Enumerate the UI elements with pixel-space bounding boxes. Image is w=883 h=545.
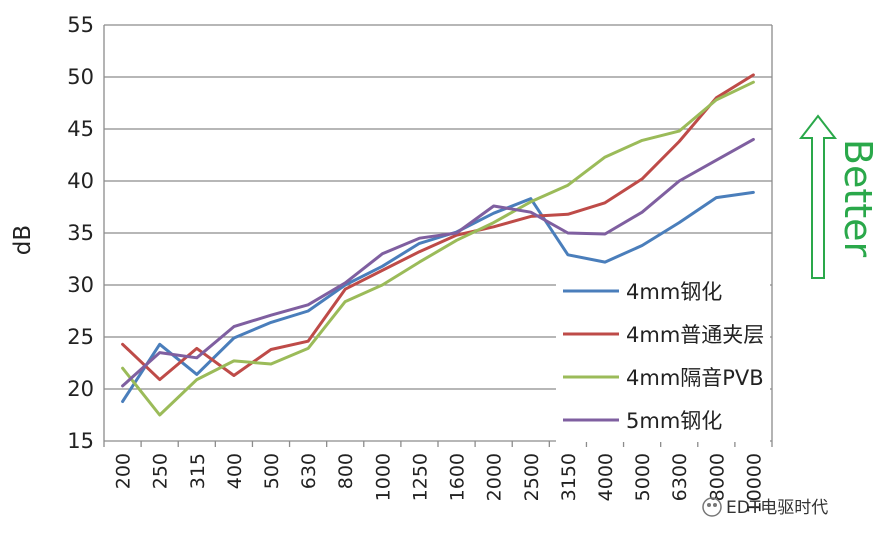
- y-tick-label: 55: [67, 13, 94, 37]
- watermark: EDT电驱时代: [702, 497, 828, 518]
- y-tick-label: 45: [67, 117, 94, 141]
- x-tick-label: 4000: [595, 453, 617, 501]
- legend-entry-label: 4mm钢化: [626, 280, 722, 304]
- x-tick-label: 1000: [372, 453, 394, 501]
- x-tick-label: 200: [113, 453, 135, 489]
- series-line-1: [121, 190, 755, 403]
- series-line-4: [121, 137, 755, 388]
- series-line-3: [121, 80, 755, 417]
- x-tick-label: 1250: [409, 453, 431, 501]
- watermark-text: EDT电驱时代: [726, 498, 828, 518]
- legend-entry-label: 4mm隔音PVB: [626, 366, 764, 390]
- x-tick-label: 315: [187, 453, 209, 489]
- y-tick-label: 30: [67, 273, 94, 297]
- up-arrow-icon: [798, 114, 838, 279]
- y-tick-label: 25: [67, 325, 94, 349]
- x-tick-label: 800: [335, 453, 357, 489]
- x-tick-label: 1600: [447, 453, 469, 501]
- x-tick-label: 8000: [706, 453, 728, 501]
- y-tick-label: 15: [67, 429, 94, 453]
- grid-lines: [104, 24, 772, 442]
- x-tick-label: 2500: [521, 453, 543, 501]
- legend: 4mm钢化 4mm普通夹层 4mm隔音PVB 5mm钢化: [556, 270, 770, 442]
- y-tick-label: 35: [67, 221, 94, 245]
- x-tick-label: 630: [298, 453, 320, 489]
- wechat-icon-inner-2: [713, 503, 717, 507]
- y-tick-label: 50: [67, 65, 94, 89]
- x-tick-label: 400: [224, 453, 246, 489]
- legend-background: [556, 270, 770, 442]
- x-tick-label: 3150: [558, 453, 580, 501]
- x-tick-label: 250: [150, 453, 172, 489]
- y-tick-label: 40: [67, 169, 94, 193]
- better-label: Better: [836, 139, 880, 258]
- y-tick-label: 20: [67, 377, 94, 401]
- x-tick-label: 2000: [484, 453, 506, 501]
- series-line-2: [121, 73, 755, 382]
- x-tick-label: 500: [261, 453, 283, 489]
- axes: [103, 25, 773, 441]
- wechat-icon-inner: [707, 503, 711, 507]
- better-annotation: Better: [798, 114, 880, 279]
- legend-entry-label: 5mm钢化: [626, 409, 722, 433]
- series-lines: [121, 73, 755, 417]
- x-tick-label: 6300: [669, 453, 691, 501]
- wechat-icon: [702, 497, 722, 517]
- x-axis-ticks: 200 250 315 400 500 630 800 1000 1250 1600 2000 250…: [103, 441, 773, 513]
- x-tick-label: 10000: [743, 453, 765, 513]
- legend-entry-label: 4mm普通夹层: [626, 323, 764, 347]
- x-tick-label: 5000: [632, 453, 654, 501]
- y-axis-label: dB: [10, 225, 36, 255]
- y-axis-ticks: 15 20 25 30 35 40 45 50 55: [67, 13, 94, 453]
